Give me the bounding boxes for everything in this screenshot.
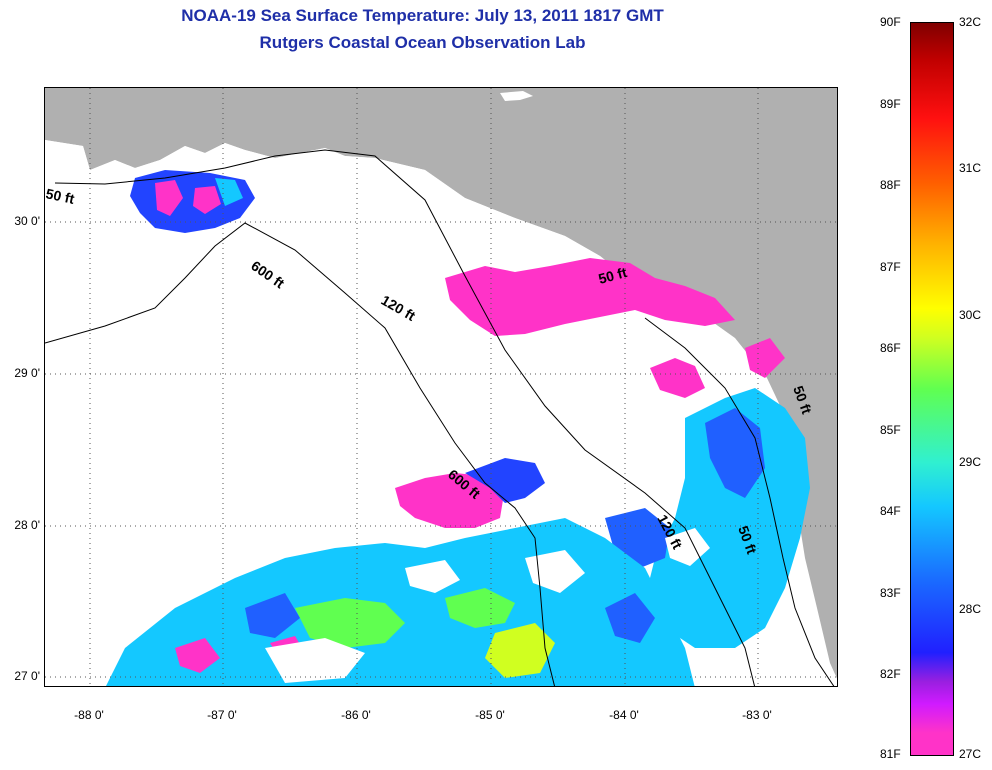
land-area	[45, 88, 837, 679]
depth-contours	[45, 149, 835, 686]
fahrenheit-label: 89F	[880, 97, 901, 111]
fahrenheit-label: 84F	[880, 504, 901, 518]
celsius-label: 31C	[959, 161, 982, 175]
fahrenheit-label: 82F	[880, 667, 901, 681]
fahrenheit-label: 83F	[880, 586, 901, 600]
island	[500, 91, 533, 101]
latitude-label: 28 0'	[14, 518, 40, 532]
longitude-label: -88 0'	[74, 708, 104, 722]
fahrenheit-label: 90F	[880, 15, 901, 29]
celsius-label: 27C	[959, 747, 982, 761]
fahrenheit-label: 85F	[880, 423, 901, 437]
celsius-label: 29C	[959, 455, 982, 469]
map-title: NOAA-19 Sea Surface Temperature: July 13…	[181, 6, 664, 25]
longitude-label: -84 0'	[609, 708, 639, 722]
fahrenheit-label: 81F	[880, 747, 901, 761]
latitude-label: 29 0'	[14, 366, 40, 380]
color-scale-bar	[910, 22, 954, 756]
contour-label: 120 ft	[379, 292, 419, 324]
latitude-label: 27 0'	[14, 669, 40, 683]
celsius-label: 32C	[959, 15, 982, 29]
contour-label: 50 ft	[597, 264, 629, 287]
longitude-label: -87 0'	[207, 708, 237, 722]
graticule	[45, 88, 837, 686]
longitude-label: -85 0'	[475, 708, 505, 722]
celsius-label: 30C	[959, 308, 982, 322]
contour-label: 50 ft	[45, 185, 76, 207]
latitude-label: 30 0'	[14, 214, 40, 228]
fahrenheit-label: 86F	[880, 341, 901, 355]
contour-label: 600 ft	[248, 257, 287, 291]
fahrenheit-label: 87F	[880, 260, 901, 274]
longitude-label: -86 0'	[341, 708, 371, 722]
sst-map[interactable]: 50 ft 600 ft 120 ft 50 ft 600 ft 120 ft …	[44, 87, 838, 687]
celsius-label: 28C	[959, 602, 982, 616]
longitude-label: -83 0'	[742, 708, 772, 722]
map-subtitle: Rutgers Coastal Ocean Observation Lab	[259, 33, 586, 52]
fahrenheit-label: 88F	[880, 178, 901, 192]
